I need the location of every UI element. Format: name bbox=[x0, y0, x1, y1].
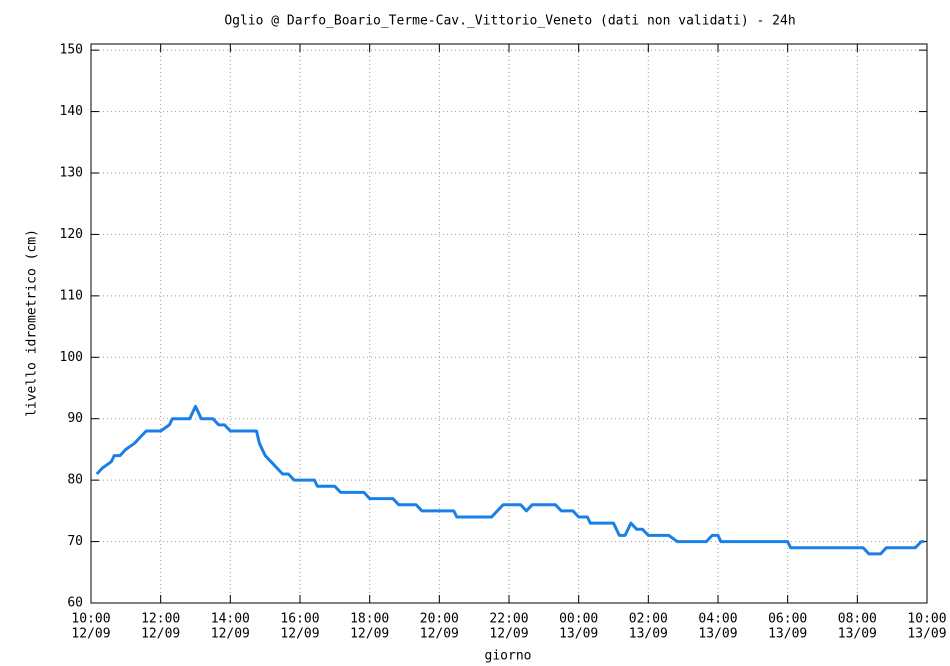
x-tick-label: 13/09 bbox=[629, 627, 668, 642]
x-tick-label: 20:00 bbox=[420, 612, 459, 627]
chart-title: Oglio @ Darfo_Boario_Terme-Cav._Vittorio… bbox=[224, 14, 795, 29]
x-tick-label: 13/09 bbox=[838, 627, 877, 642]
x-tick-label: 00:00 bbox=[559, 612, 598, 627]
x-tick-label: 12/09 bbox=[280, 627, 319, 642]
x-tick-label: 12/09 bbox=[211, 627, 250, 642]
x-tick-label: 12/09 bbox=[141, 627, 180, 642]
y-tick-label: 150 bbox=[60, 43, 83, 58]
x-tick-label: 13/09 bbox=[698, 627, 737, 642]
x-tick-label: 08:00 bbox=[838, 612, 877, 627]
x-tick-label: 02:00 bbox=[629, 612, 668, 627]
x-tick-label: 10:00 bbox=[907, 612, 946, 627]
x-tick-label: 12/09 bbox=[420, 627, 459, 642]
x-tick-label: 12/09 bbox=[350, 627, 389, 642]
x-tick-label: 10:00 bbox=[71, 612, 110, 627]
y-tick-label: 100 bbox=[60, 350, 83, 365]
x-tick-label: 06:00 bbox=[768, 612, 807, 627]
y-tick-label: 80 bbox=[67, 473, 83, 488]
x-tick-label: 18:00 bbox=[350, 612, 389, 627]
y-tick-label: 60 bbox=[67, 596, 83, 611]
x-tick-label: 16:00 bbox=[280, 612, 319, 627]
x-axis-label: giorno bbox=[485, 649, 532, 664]
x-tick-label: 14:00 bbox=[211, 612, 250, 627]
x-tick-label: 12/09 bbox=[71, 627, 110, 642]
y-tick-label: 110 bbox=[60, 288, 83, 303]
y-tick-label: 70 bbox=[67, 534, 83, 549]
plot-frame bbox=[90, 43, 928, 604]
x-tick-label: 13/09 bbox=[768, 627, 807, 642]
x-tick-label: 12/09 bbox=[489, 627, 528, 642]
y-tick-label: 130 bbox=[60, 166, 83, 181]
y-tick-label: 120 bbox=[60, 227, 83, 242]
x-tick-label: 13/09 bbox=[907, 627, 946, 642]
x-tick-label: 13/09 bbox=[559, 627, 598, 642]
x-tick-label: 04:00 bbox=[698, 612, 737, 627]
y-tick-label: 90 bbox=[67, 411, 83, 426]
x-tick-label: 22:00 bbox=[489, 612, 528, 627]
x-tick-label: 12:00 bbox=[141, 612, 180, 627]
y-axis-label: livello idrometrico (cm) bbox=[25, 229, 40, 417]
data-line bbox=[95, 404, 925, 556]
y-tick-label: 140 bbox=[60, 104, 83, 119]
